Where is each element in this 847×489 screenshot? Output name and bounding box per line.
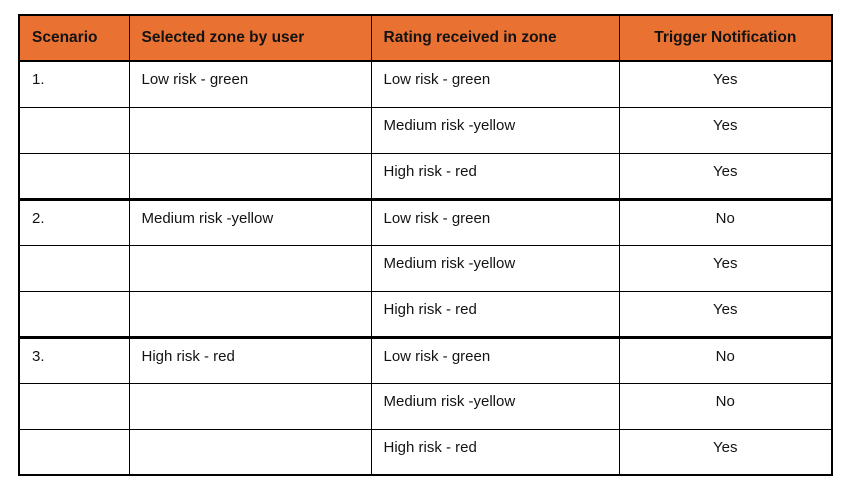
cell-rating: High risk - red [370,290,620,338]
cell-selected-zone [128,106,372,154]
cell-rating: Medium risk -yellow [370,106,620,154]
cell-selected-zone [128,244,372,292]
cell-trigger: No [618,382,833,430]
cell-scenario [18,152,130,200]
cell-rating: Medium risk -yellow [370,382,620,430]
table-row: Medium risk -yellow Yes [18,244,833,292]
cell-rating: High risk - red [370,428,620,476]
table-row: High risk - red Yes [18,428,833,476]
table-row: 3. High risk - red Low risk - green No [18,335,833,384]
cell-rating: Low risk - green [370,197,620,246]
header-trigger-notification: Trigger Notification [618,14,833,62]
scenario-notification-table: Scenario Selected zone by user Rating re… [18,14,833,476]
cell-selected-zone [128,152,372,200]
cell-scenario [18,428,130,476]
cell-scenario [18,382,130,430]
table-row: High risk - red Yes [18,152,833,200]
cell-selected-zone: Medium risk -yellow [128,197,372,246]
cell-scenario: 3. [18,335,130,384]
cell-selected-zone [128,290,372,338]
cell-rating: Low risk - green [370,335,620,384]
cell-selected-zone: High risk - red [128,335,372,384]
header-rating-received: Rating received in zone [370,14,620,62]
cell-rating: High risk - red [370,152,620,200]
cell-scenario: 2. [18,197,130,246]
table-row: 1. Low risk - green Low risk - green Yes [18,60,833,108]
cell-trigger: Yes [618,428,833,476]
header-selected-zone: Selected zone by user [128,14,372,62]
cell-scenario [18,290,130,338]
cell-rating: Low risk - green [370,60,620,108]
cell-trigger: No [618,197,833,246]
cell-selected-zone: Low risk - green [128,60,372,108]
cell-trigger: Yes [618,152,833,200]
table-row: High risk - red Yes [18,290,833,338]
table-row: Medium risk -yellow Yes [18,106,833,154]
cell-trigger: Yes [618,244,833,292]
cell-trigger: No [618,335,833,384]
header-row: Scenario Selected zone by user Rating re… [18,14,833,62]
cell-trigger: Yes [618,106,833,154]
cell-trigger: Yes [618,60,833,108]
cell-scenario [18,106,130,154]
cell-trigger: Yes [618,290,833,338]
cell-scenario: 1. [18,60,130,108]
cell-selected-zone [128,428,372,476]
cell-selected-zone [128,382,372,430]
header-scenario: Scenario [18,14,130,62]
cell-rating: Medium risk -yellow [370,244,620,292]
table-row: 2. Medium risk -yellow Low risk - green … [18,197,833,246]
table-row: Medium risk -yellow No [18,382,833,430]
cell-scenario [18,244,130,292]
